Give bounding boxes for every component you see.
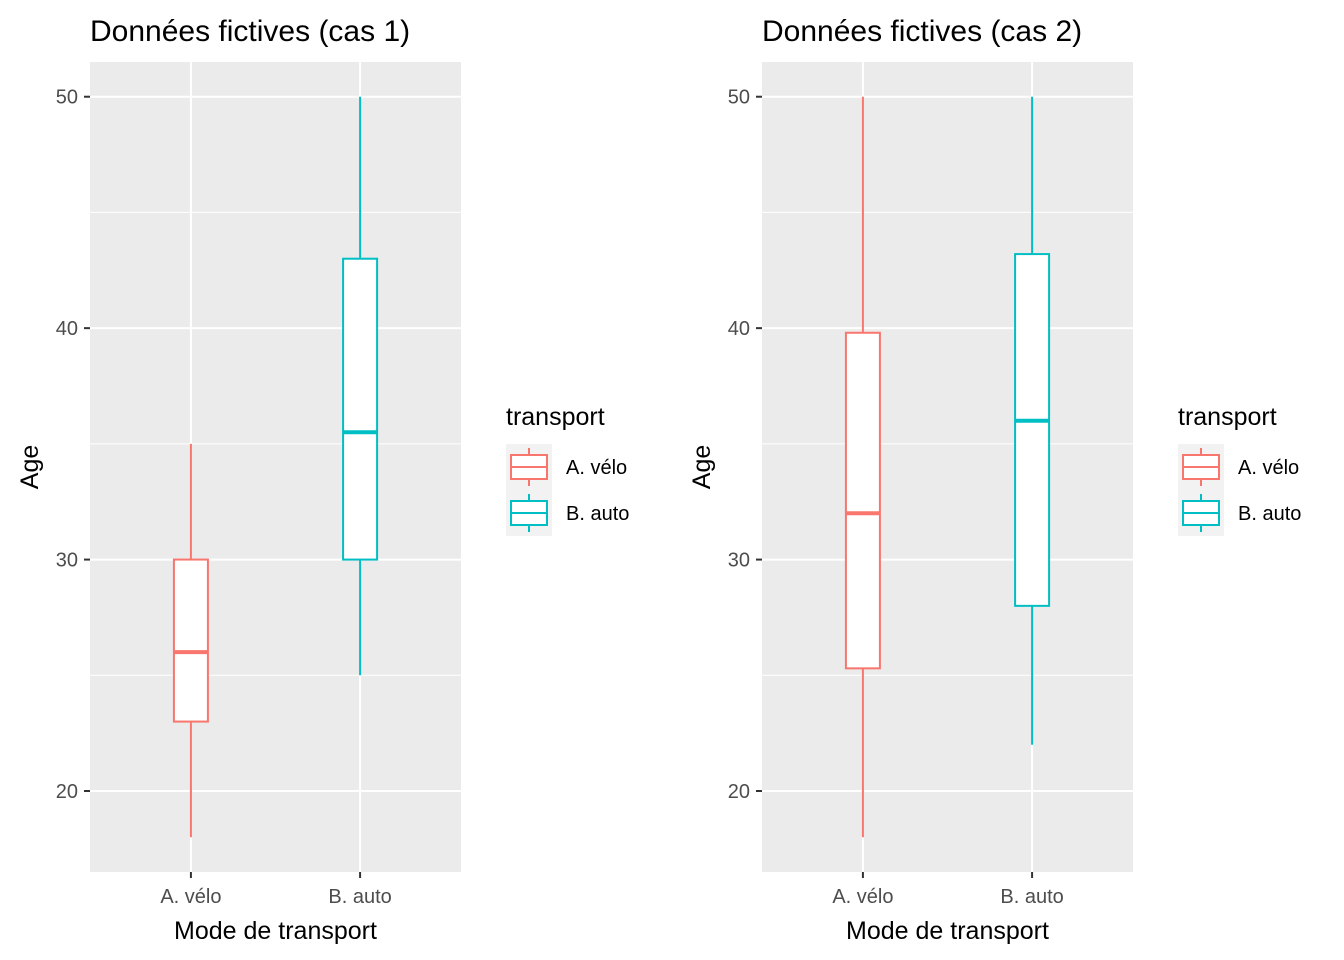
legend-label: A. vélo	[566, 457, 627, 479]
boxplot-bauto	[342, 96, 379, 676]
y-tick-label: 40	[728, 318, 750, 340]
legend-key	[1178, 444, 1224, 490]
legend-label: A. vélo	[1238, 457, 1299, 479]
x-tick-label: A. vélo	[160, 886, 221, 908]
plot-background	[90, 62, 461, 872]
chart-panel-2: 20 30 40 50 A. vélo B. auto Données fictives (…	[688, 15, 1301, 945]
chart-panel-1: 20 30 40 50 A. vélo B. auto Données fictives (…	[16, 15, 629, 945]
legend-label: B. auto	[1238, 503, 1301, 525]
y-tick-label: 50	[728, 87, 750, 109]
x-tick-label: B. auto	[328, 886, 391, 908]
chart-title: Données fictives (cas 1)	[90, 15, 410, 48]
y-tick-label: 40	[56, 318, 78, 340]
boxplot-avlo	[844, 96, 881, 838]
legend-title: transport	[1178, 403, 1277, 431]
legend-key	[506, 444, 552, 490]
box-iqr	[1014, 253, 1051, 607]
y-tick-label: 20	[56, 781, 78, 803]
y-axis-title: Age	[688, 445, 716, 489]
y-tick-label: 20	[728, 781, 750, 803]
legend-key	[1178, 490, 1224, 536]
y-axis-title: Age	[16, 445, 44, 489]
box-iqr	[172, 558, 209, 723]
box-iqr	[844, 331, 881, 670]
box-iqr	[342, 257, 379, 561]
y-tick-label: 30	[728, 550, 750, 572]
x-axis-title: Mode de transport	[174, 917, 377, 945]
boxplot-bauto	[1014, 96, 1051, 745]
legend-key	[506, 490, 552, 536]
plot-background	[762, 62, 1133, 872]
legend-label: B. auto	[566, 503, 629, 525]
x-tick-label: A. vélo	[832, 886, 893, 908]
x-axis-title: Mode de transport	[846, 917, 1049, 945]
legend-title: transport	[506, 403, 605, 431]
boxplot-avlo	[172, 443, 209, 838]
y-tick-label: 50	[56, 87, 78, 109]
x-tick-label: B. auto	[1000, 886, 1063, 908]
legend: transport A. vélo B. auto	[1178, 403, 1301, 536]
y-tick-label: 30	[56, 550, 78, 572]
chart-title: Données fictives (cas 2)	[762, 15, 1082, 48]
legend: transport A. vélo B. auto	[506, 403, 629, 536]
